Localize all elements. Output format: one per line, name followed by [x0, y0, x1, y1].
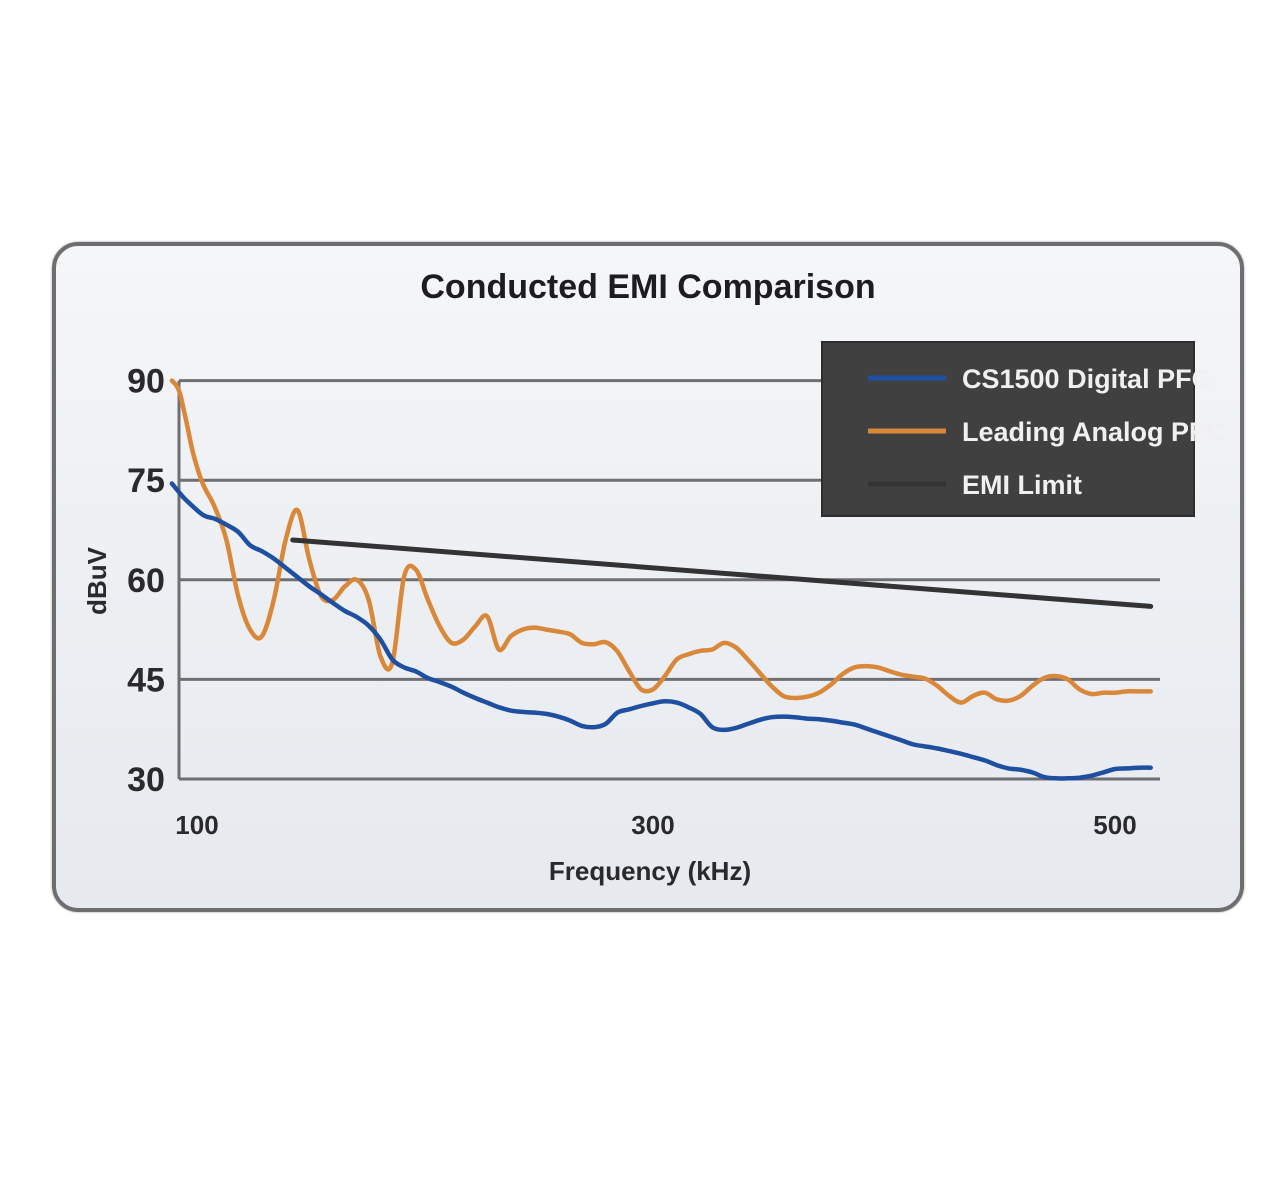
y-axis-ticks: 30 45 60 75 90: [127, 363, 165, 799]
series-line-0: [169, 481, 1153, 781]
y-tick-label: 60: [127, 562, 165, 600]
y-tick-label: 30: [127, 761, 165, 799]
x-axis-ticks: 100 300 500: [175, 810, 1136, 840]
series-layer: [169, 378, 1154, 781]
grid: [177, 379, 1160, 781]
y-tick-label: 90: [127, 363, 165, 401]
y-tick-label: 75: [127, 462, 165, 500]
x-tick-label: 500: [1093, 810, 1136, 840]
x-tick-label: 300: [631, 810, 674, 840]
legend: CS1500 Digital PFC Leading Analog PFC EMI …: [821, 341, 1225, 517]
legend-label: EMI Limit: [962, 470, 1082, 500]
y-tick-label: 45: [127, 661, 165, 699]
legend-label: Leading Analog PFC: [962, 417, 1225, 447]
x-tick-label: 100: [175, 810, 218, 840]
legend-label: CS1500 Digital PFC: [962, 364, 1211, 394]
series-line-2: [290, 537, 1154, 609]
y-axis-label: dBuV: [82, 546, 112, 615]
x-axis-label: Frequency (kHz): [549, 856, 751, 886]
chart-title: Conducted EMI Comparison: [420, 268, 875, 306]
